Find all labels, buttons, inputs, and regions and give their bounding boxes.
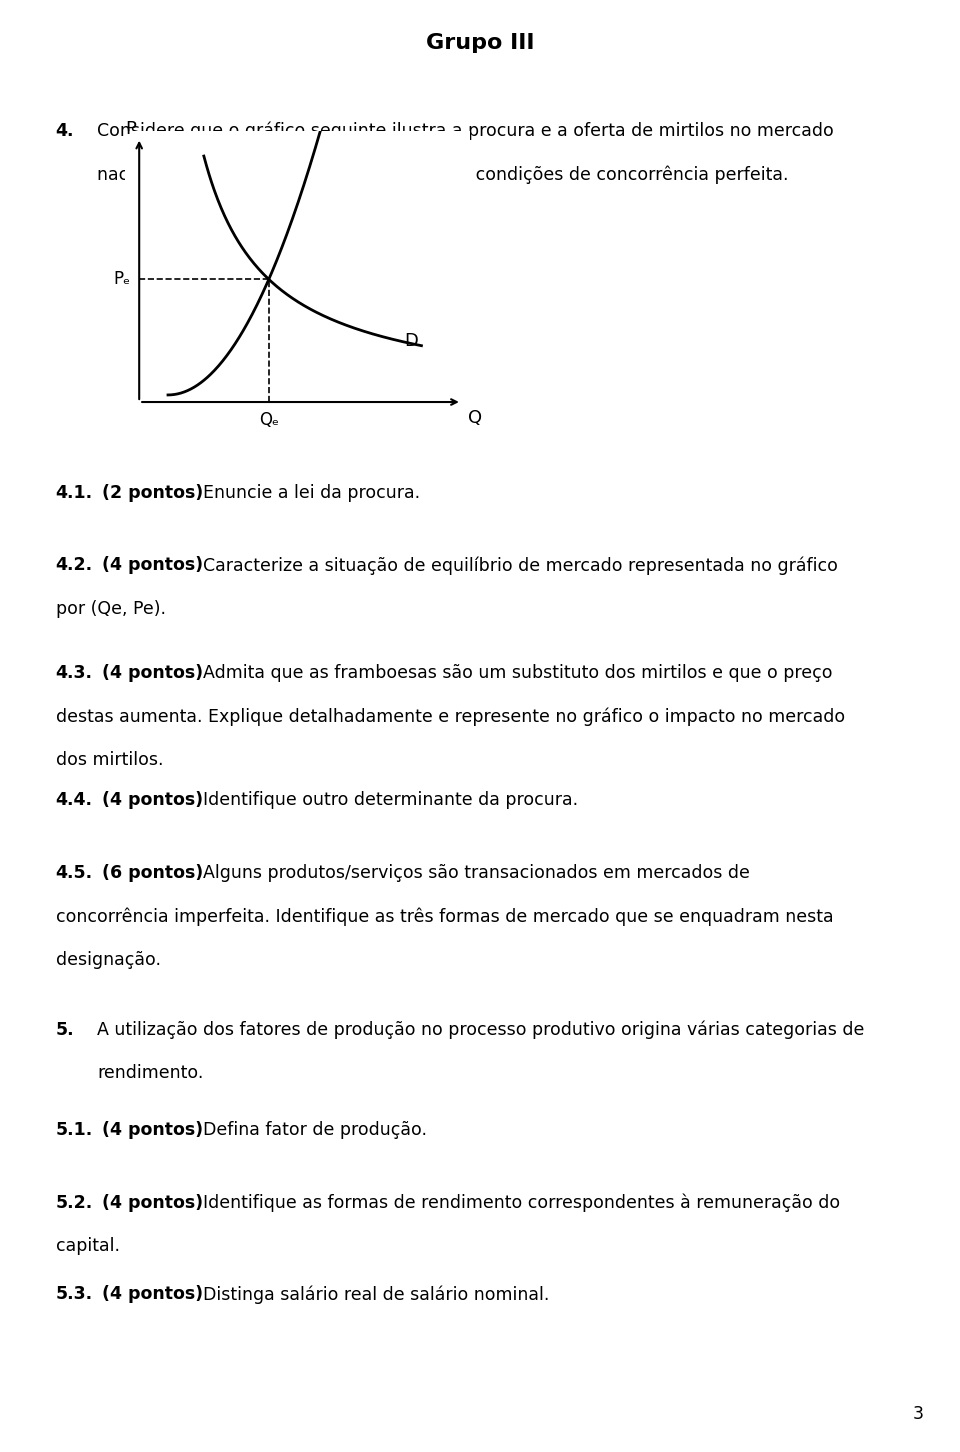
Text: concorrência imperfeita. Identifique as três formas de mercado que se enquadram : concorrência imperfeita. Identifique as …	[56, 908, 833, 926]
Text: (4 pontos): (4 pontos)	[102, 664, 203, 681]
Text: Pₑ: Pₑ	[113, 270, 131, 289]
Text: Qₑ: Qₑ	[259, 411, 278, 430]
Text: P: P	[125, 119, 136, 138]
Text: (4 pontos): (4 pontos)	[102, 1285, 203, 1302]
Text: designação.: designação.	[56, 951, 160, 968]
Text: 5.1.: 5.1.	[56, 1121, 93, 1138]
Text: (4 pontos): (4 pontos)	[102, 791, 203, 809]
Text: capital.: capital.	[56, 1237, 120, 1255]
Text: A utilização dos fatores de produção no processo produtivo origina várias catego: A utilização dos fatores de produção no …	[97, 1021, 864, 1040]
Text: 3: 3	[913, 1406, 924, 1423]
Text: 5.3.: 5.3.	[56, 1285, 93, 1302]
Text: 4.4.: 4.4.	[56, 791, 93, 809]
Text: Admita que as framboesas são um substituto dos mirtilos e que o preço: Admita que as framboesas são um substitu…	[203, 664, 832, 681]
Text: (4 pontos): (4 pontos)	[102, 556, 203, 574]
Text: por (Qe, Pe).: por (Qe, Pe).	[56, 600, 166, 617]
Text: Caracterize a situação de equilíbrio de mercado representada no gráfico: Caracterize a situação de equilíbrio de …	[203, 556, 837, 575]
Text: dos mirtilos.: dos mirtilos.	[56, 751, 163, 768]
Text: Q: Q	[468, 409, 482, 427]
Text: 4.1.: 4.1.	[56, 484, 93, 501]
Text: Considere que o gráfico seguinte ilustra a procura e a oferta de mirtilos no mer: Considere que o gráfico seguinte ilustra…	[97, 122, 833, 141]
Text: Identifique outro determinante da procura.: Identifique outro determinante da procur…	[203, 791, 578, 809]
Text: 5.2.: 5.2.	[56, 1194, 93, 1211]
Text: Grupo III: Grupo III	[425, 33, 535, 54]
Text: 4.2.: 4.2.	[56, 556, 93, 574]
Text: 5.: 5.	[56, 1021, 74, 1038]
Text: Defina fator de produção.: Defina fator de produção.	[203, 1121, 426, 1138]
Text: 4.: 4.	[56, 122, 74, 139]
Text: Enuncie a lei da procura.: Enuncie a lei da procura.	[203, 484, 420, 501]
Text: nacional, e que este mercado funciona em condições de concorrência perfeita.: nacional, e que este mercado funciona em…	[97, 166, 788, 184]
Text: destas aumenta. Explique detalhadamente e represente no gráfico o impacto no mer: destas aumenta. Explique detalhadamente …	[56, 707, 845, 726]
Text: (2 pontos): (2 pontos)	[102, 484, 203, 501]
Text: (6 pontos): (6 pontos)	[102, 864, 203, 881]
Text: (4 pontos): (4 pontos)	[102, 1194, 203, 1211]
Text: Distinga salário real de salário nominal.: Distinga salário real de salário nominal…	[203, 1285, 549, 1304]
Text: Identifique as formas de rendimento correspondentes à remuneração do: Identifique as formas de rendimento corr…	[203, 1194, 840, 1212]
Text: 4.3.: 4.3.	[56, 664, 93, 681]
Text: 4.5.: 4.5.	[56, 864, 93, 881]
Text: rendimento.: rendimento.	[97, 1064, 204, 1082]
Text: Alguns produtos/serviços são transacionados em mercados de: Alguns produtos/serviços são transaciona…	[203, 864, 750, 881]
Text: D: D	[404, 331, 418, 350]
Text: (4 pontos): (4 pontos)	[102, 1121, 203, 1138]
